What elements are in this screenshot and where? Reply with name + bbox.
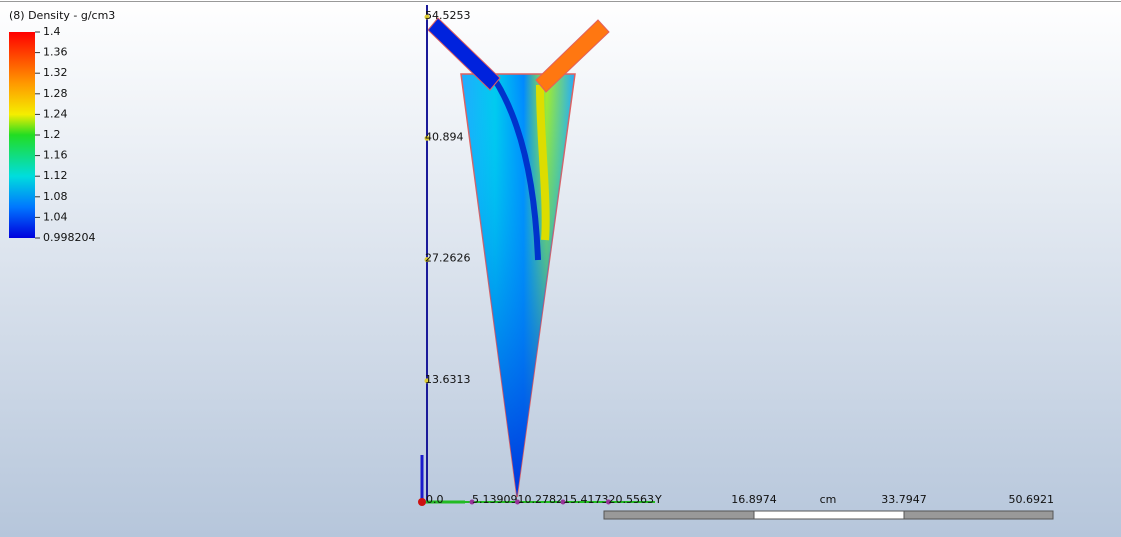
scale-segment <box>753 510 905 520</box>
vertical-label: 13.6313 <box>425 373 471 386</box>
vertical-label: 54.5253 <box>425 9 471 22</box>
horizontal-label: 15.4173 <box>563 493 609 506</box>
legend-label: 1.12 <box>43 169 68 182</box>
origin <box>418 498 426 506</box>
vertical-labels: 54.5253 40.894 27.2626 13.6313 <box>424 9 471 386</box>
axis-point <box>560 499 566 505</box>
flow-stream <box>492 78 541 261</box>
axis-point <box>515 499 520 505</box>
legend-title: (8) Density - g/cm3 <box>9 9 115 22</box>
horizontal-label: 5.13909 <box>472 493 518 506</box>
axis-point <box>424 257 430 263</box>
color-bar <box>9 32 35 238</box>
legend-labels: 1.4 1.36 1.32 1.28 1.24 1.2 1.16 1.12 1.08 1.04 0.… <box>35 25 96 244</box>
scale-label: 50.6921 <box>1009 493 1055 506</box>
legend-label: 1.04 <box>43 210 68 223</box>
axis-point <box>424 378 430 384</box>
vertical-label: 27.2626 <box>425 252 471 265</box>
axis-name: Y <box>654 493 662 506</box>
legend-label: 1.36 <box>43 46 68 59</box>
legend-label: 1.4 <box>43 25 61 38</box>
axis-point <box>424 135 430 141</box>
axis-point <box>424 14 430 20</box>
legend-label: 1.32 <box>43 66 68 79</box>
scale-labels: 16.8974 33.7947 50.6921 <box>731 493 1054 506</box>
horizontal-label: 10.2782 <box>518 493 564 506</box>
legend-label: 1.16 <box>43 149 68 162</box>
horizontal-labels: 5.13909 10.2782 15.4173 20.5563 <box>469 493 655 506</box>
axis-point <box>469 499 475 505</box>
inlet-left <box>427 17 501 91</box>
scale-unit: cm <box>820 493 837 506</box>
axis-point <box>606 499 611 505</box>
flow-stream <box>536 84 550 241</box>
inlet-right <box>535 19 610 93</box>
legend-label: 0.998204 <box>43 231 96 244</box>
scale-segment <box>903 510 1054 520</box>
origin-label: 0.0 <box>426 493 444 506</box>
legend-label: 1.08 <box>43 190 68 203</box>
scale-label: 33.7947 <box>881 493 927 506</box>
legend-label: 1.24 <box>43 107 68 120</box>
legend-label: 1.2 <box>43 128 61 141</box>
scale-segment <box>603 510 755 520</box>
vertical-label: 40.894 <box>425 130 464 143</box>
legend-label: 1.28 <box>43 87 68 100</box>
scale-label: 16.8974 <box>731 493 777 506</box>
horizontal-label: 20.5563 <box>609 493 655 506</box>
